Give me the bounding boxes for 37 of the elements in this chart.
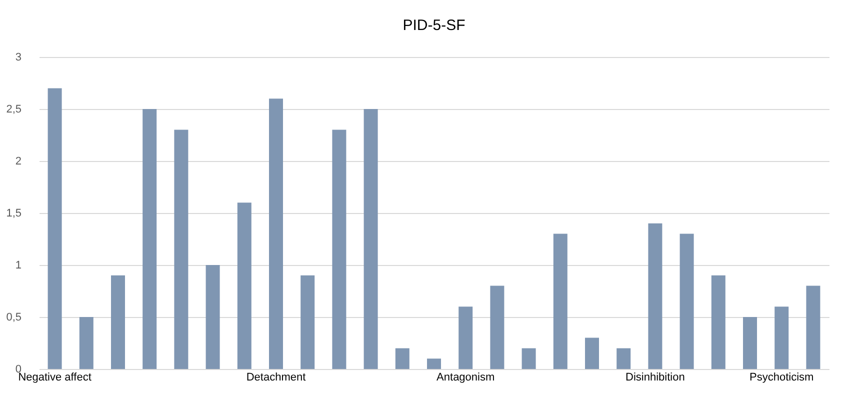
y-tick-label: 3 — [15, 52, 22, 64]
bar — [174, 130, 188, 369]
y-tick-label: 0,5 — [6, 312, 22, 324]
y-tick-label: 1 — [15, 260, 22, 272]
bar — [743, 317, 757, 369]
bar — [364, 109, 378, 369]
bar — [522, 348, 536, 369]
x-tick-label: Detachment — [246, 372, 306, 384]
bar — [206, 265, 220, 369]
bar — [711, 275, 726, 369]
x-tick-label: Psychoticism — [750, 372, 814, 384]
bar — [458, 306, 473, 369]
bar — [616, 348, 631, 369]
x-tick-label: Negative affect — [18, 372, 92, 384]
y-tick-label: 1,5 — [6, 208, 22, 220]
bar — [332, 130, 346, 369]
bar — [553, 234, 568, 369]
bar — [806, 286, 820, 369]
bar — [269, 98, 283, 369]
bar — [142, 109, 157, 369]
bar — [48, 88, 62, 369]
chart-title: PID-5-SF — [402, 17, 466, 34]
bar — [237, 202, 252, 369]
bar — [680, 234, 694, 369]
bar — [490, 286, 504, 369]
bar — [395, 348, 410, 369]
bar — [427, 358, 441, 369]
bar — [111, 275, 125, 369]
bar — [585, 338, 599, 369]
bar — [648, 223, 662, 369]
y-tick-label: 2 — [15, 156, 22, 168]
bar — [300, 275, 315, 369]
bar — [774, 306, 789, 369]
bar — [79, 317, 94, 369]
x-tick-label: Antagonism — [436, 372, 495, 384]
x-tick-label: Disinhibition — [626, 372, 685, 384]
y-tick-label: 2,5 — [6, 104, 22, 116]
